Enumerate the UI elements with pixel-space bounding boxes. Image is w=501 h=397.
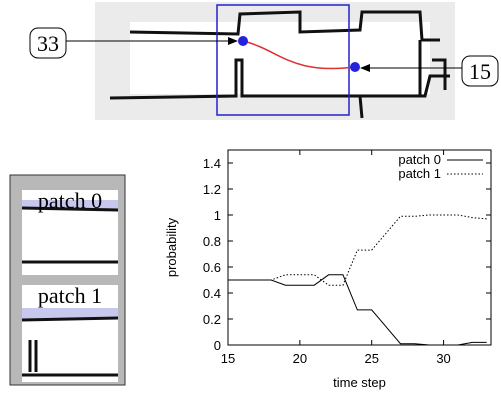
x-tick-label: 30 [436, 351, 450, 366]
map-label: 15 [469, 59, 491, 84]
patch-label: patch 0 [38, 188, 102, 213]
x-tick-label: 20 [293, 351, 307, 366]
x-tick-label: 25 [364, 351, 378, 366]
legend-label: patch 1 [398, 166, 441, 181]
y-tick-label: 0.2 [203, 312, 221, 327]
end-point [350, 62, 360, 72]
y-tick-label: 1.4 [203, 156, 221, 171]
map: 33 15 [30, 2, 498, 120]
legend-label: patch 0 [398, 152, 441, 167]
y-tick-label: 0.6 [203, 260, 221, 275]
y-tick-label: 1 [214, 208, 221, 223]
series-line [228, 215, 487, 285]
y-tick-label: 1.2 [203, 182, 221, 197]
figure: 33 15 patch 0 patch 1 00.20.40.60.811.21… [0, 0, 501, 397]
plot-frame [228, 150, 491, 345]
map-label: 33 [37, 31, 59, 56]
y-tick-label: 0.8 [203, 234, 221, 249]
patch-label: patch 1 [38, 283, 102, 308]
series-line [228, 275, 487, 345]
y-tick-label: 0.4 [203, 286, 221, 301]
x-tick-label: 15 [221, 351, 235, 366]
y-axis-label: probability [164, 217, 179, 277]
patch-panel: patch 0 patch 1 [10, 175, 125, 385]
x-axis-label: time step [333, 375, 386, 390]
start-point [238, 36, 248, 46]
